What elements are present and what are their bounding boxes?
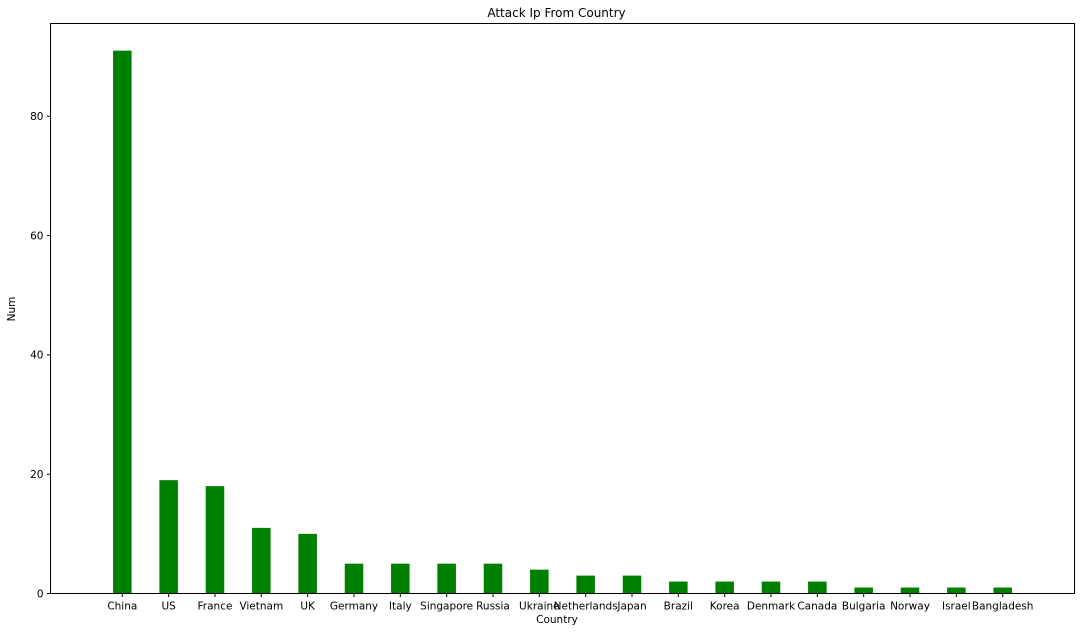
bar-japan — [622, 575, 642, 594]
x-tick-label: Denmark — [747, 601, 796, 613]
x-tick-label: US — [161, 601, 176, 613]
y-tick-label: 40 — [30, 350, 43, 362]
x-tick-label: Canada — [797, 601, 837, 613]
y-tick-label: 60 — [30, 230, 43, 242]
x-tick-label: Israel — [942, 601, 971, 613]
x-tick-label: France — [198, 601, 233, 613]
x-tick-label: Vietnam — [239, 601, 283, 613]
bar-russia — [483, 563, 503, 594]
y-tick-label: 80 — [30, 111, 43, 123]
bar-norway — [900, 587, 920, 594]
bars-group — [113, 50, 1012, 594]
x-axis-label: Country — [536, 614, 578, 626]
x-tick-label: Singapore — [420, 601, 473, 613]
bar-israel — [947, 587, 966, 594]
bar-korea — [715, 581, 734, 594]
x-tick-label: Russia — [476, 601, 510, 613]
bar-france — [205, 486, 225, 594]
x-tick-label: Brazil — [664, 601, 693, 613]
chart-title: Attack Ip From Country — [487, 6, 625, 20]
x-tick-label: Bulgaria — [842, 601, 886, 613]
bar-vietnam — [252, 527, 271, 594]
bar-italy — [391, 563, 410, 594]
bar-denmark — [761, 581, 781, 594]
bar-germany — [344, 563, 364, 594]
bar-china — [113, 50, 132, 594]
y-axis: 0 20 40 60 80 — [30, 111, 51, 600]
bar-bangladesh — [993, 587, 1012, 594]
plot-area-frame — [50, 23, 1075, 594]
x-tick-label: Ukraine — [519, 601, 560, 613]
bar-brazil — [669, 581, 688, 594]
x-tick-label: Netherlands — [554, 601, 618, 613]
x-tick-label: Norway — [890, 601, 930, 613]
bar-bulgaria — [854, 587, 873, 594]
x-tick-label: UK — [300, 601, 316, 613]
bar-singapore — [437, 563, 456, 594]
bar-ukraine — [530, 569, 549, 594]
x-tick-label: Korea — [710, 601, 740, 613]
bar-us — [159, 480, 178, 594]
x-tick-label: Japan — [616, 601, 646, 613]
bar-canada — [808, 581, 827, 594]
y-tick-label: 0 — [37, 588, 44, 600]
y-axis-label: Num — [6, 297, 18, 322]
x-tick-label: China — [107, 601, 137, 613]
bar-netherlands — [576, 575, 595, 594]
y-tick-label: 20 — [30, 469, 43, 481]
x-tick-label: Bangladesh — [972, 601, 1034, 613]
x-tick-label: Italy — [389, 601, 412, 613]
bar-uk — [298, 533, 317, 594]
x-tick-label: Germany — [330, 601, 378, 613]
x-axis: China US France Vietnam UK Germany Italy Singap… — [107, 593, 1034, 613]
